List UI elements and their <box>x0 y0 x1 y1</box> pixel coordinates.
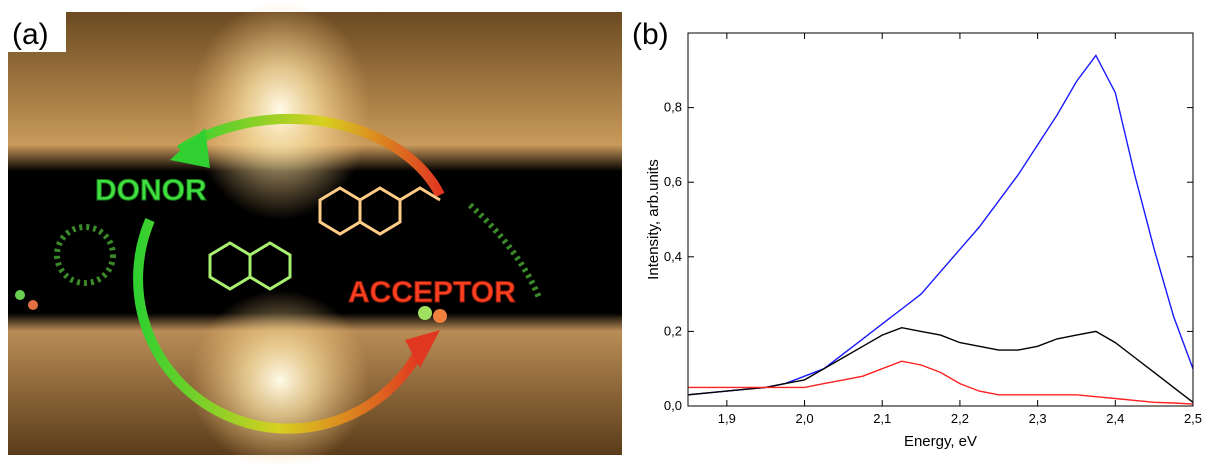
y-axis-label: Intensity, arb.units <box>645 159 662 280</box>
arrow-arc <box>177 113 445 198</box>
donor-label: DONOR <box>95 174 207 207</box>
x-tick-label: 2,0 <box>795 411 813 426</box>
panel-label: (b) <box>632 18 669 51</box>
glow <box>190 0 370 220</box>
chain <box>467 202 543 302</box>
plot-frame <box>687 32 1194 407</box>
bead <box>433 309 447 323</box>
bead <box>28 300 38 310</box>
bead <box>15 290 25 300</box>
x-tick-label: 2,1 <box>873 411 891 426</box>
x-tick-label: 2,3 <box>1029 411 1047 426</box>
arrow-arc <box>133 218 425 434</box>
glow <box>190 290 370 468</box>
y-tick-label: 0,6 <box>664 174 682 189</box>
molecule <box>208 186 441 291</box>
acceptor-label: ACCEPTOR <box>348 276 516 309</box>
y-tick-label: 0,2 <box>664 323 682 338</box>
arrow-head <box>170 128 210 168</box>
y-tick-label: 0,8 <box>664 100 682 115</box>
illustration: DONOR ACCEPTOR (a) <box>8 0 622 468</box>
chain <box>54 224 116 286</box>
x-tick-label: 1,9 <box>718 411 736 426</box>
x-tick-label: 2,5 <box>1184 411 1202 426</box>
bead <box>418 306 432 320</box>
series-line <box>687 326 1194 403</box>
label-box <box>8 12 66 52</box>
panel-label: (a) <box>12 18 49 51</box>
x-axis-label: Energy, eV <box>904 433 977 450</box>
series-line <box>688 360 1194 405</box>
x-tick-label: 2,2 <box>951 411 969 426</box>
arrow-head <box>405 330 440 368</box>
x-tick-label: 2,4 <box>1106 411 1124 426</box>
plot: 1,9 2,0 2,1 2,2 2,3 2,4 2,5 0,0 0,2 0,4 0,6 0,8 Ener… <box>645 32 1202 450</box>
y-tick-label: 0,0 <box>664 398 682 413</box>
y-tick-label: 0,4 <box>664 249 682 264</box>
